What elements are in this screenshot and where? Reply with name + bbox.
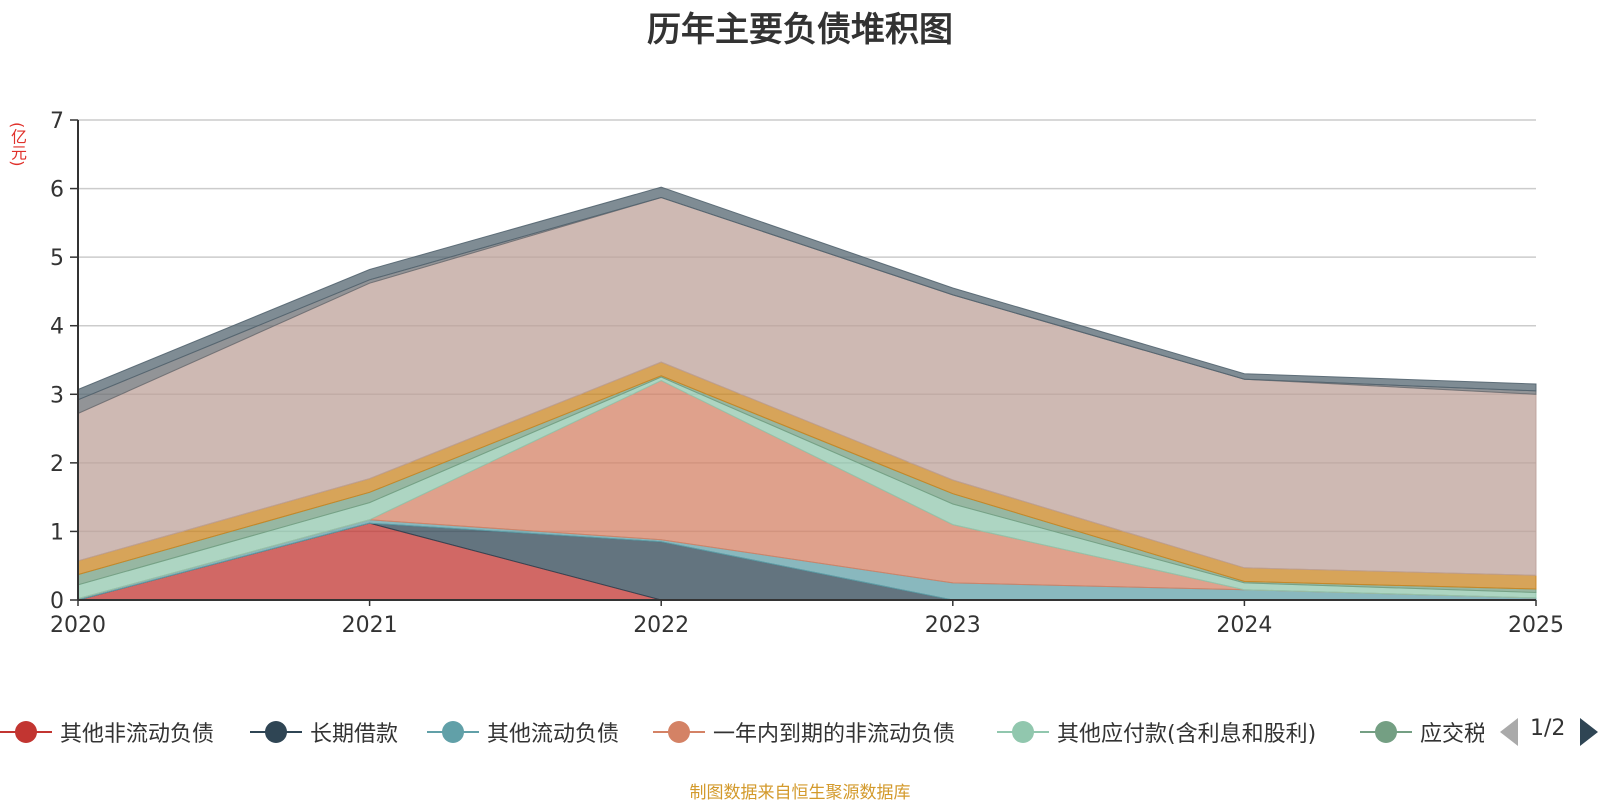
y-tick-label: 6 [50,178,64,203]
axes: 0 1 2 3 4 5 6 7 2020 2021 2022 2023 2024 2025 [50,109,1564,638]
legend-label: 长期借款 [310,722,399,747]
legend-items: 其他非流动负债 长期借款 其他流动负债 一年内到期的非流动负债 其他应付款(含利息和股利… [0,710,1484,754]
x-tick-label: 2023 [925,613,981,638]
source-note: 制图数据来自恒生聚源数据库 [689,783,911,803]
legend-page-indicator: 1/2 [1530,716,1566,741]
x-tick-label: 2020 [50,613,106,638]
legend-marker-icon [1360,710,1412,754]
y-tick-label: 3 [50,383,64,408]
y-tick-label: 4 [50,315,64,340]
legend-label: 其他应付款(含利息和股利) [1057,722,1317,747]
chart-title: 历年主要负债堆积图 [647,10,953,50]
y-axis-unit-label: (亿元) [8,122,27,167]
chart-plot: 0 1 2 3 4 5 6 7 2020 2021 2022 2023 2024 2025 [50,109,1564,638]
legend-marker-icon [653,710,705,754]
legend-item[interactable]: 一年内到期的非流动负债 [653,710,955,754]
x-tick-label: 2022 [633,613,689,638]
legend-marker-icon [427,710,479,754]
legend-label: 其他非流动负债 [60,722,215,747]
legend-marker-icon [997,710,1049,754]
legend-item[interactable]: 其他流动负债 [427,710,619,754]
legend-next-arrow-icon[interactable] [1580,718,1598,746]
legend-prev-arrow-icon[interactable] [1500,718,1518,746]
legend: 其他非流动负债 长期借款 其他流动负债 一年内到期的非流动负债 其他应付款(含利息和股利… [0,710,1600,754]
y-tick-label: 0 [50,589,64,614]
y-tick-label: 7 [50,109,64,134]
legend-label: 一年内到期的非流动负债 [713,722,956,747]
legend-item[interactable]: 其他非流动负债 [0,710,214,754]
legend-item[interactable]: 长期借款 [250,710,398,754]
x-tick-label: 2025 [1508,613,1564,638]
legend-item[interactable]: 应交税费 [1360,710,1484,754]
legend-item[interactable]: 其他应付款(含利息和股利) [997,710,1316,754]
legend-label: 其他流动负债 [487,722,620,747]
stacked-areas [77,186,1537,601]
y-tick-label: 2 [50,452,64,477]
legend-label: 应交税费 [1420,722,1484,747]
y-tick-label: 5 [50,246,64,271]
x-tick-label: 2024 [1216,613,1272,638]
x-tick-label: 2021 [342,613,398,638]
legend-marker-icon [0,710,52,754]
legend-marker-icon [250,710,302,754]
y-tick-label: 1 [50,520,64,545]
area-series-9[interactable] [77,186,1537,401]
